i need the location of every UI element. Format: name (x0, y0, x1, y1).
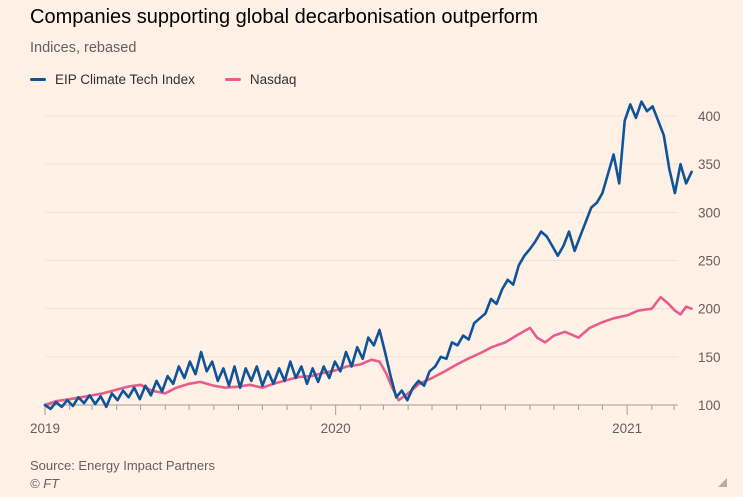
chart-legend: EIP Climate Tech Index Nasdaq (30, 72, 326, 87)
legend-swatch-eip (30, 78, 46, 81)
ft-credit: © FT (30, 476, 60, 491)
series-line-nasdaq (43, 295, 693, 407)
legend-swatch-nasdaq (224, 78, 241, 81)
chart-subtitle: Indices, rebased (30, 40, 137, 56)
y-tick-label-150: 150 (698, 350, 721, 365)
legend-label-nasdaq: Nasdaq (249, 72, 297, 87)
y-tick-label-200: 200 (698, 302, 721, 317)
x-tick-label-2021: 2021 (612, 421, 642, 436)
y-tick-label-250: 250 (698, 254, 721, 269)
legend-item-nasdaq: Nasdaq (224, 72, 297, 87)
gridlines (45, 115, 678, 406)
y-tick-label-350: 350 (698, 157, 721, 172)
y-tick-label-300: 300 (698, 205, 721, 220)
series-lines (43, 100, 693, 411)
x-tick-label-2020: 2020 (321, 421, 351, 436)
y-tick-label-400: 400 (698, 109, 721, 124)
legend-label-eip: EIP Climate Tech Index (55, 72, 195, 87)
axis-ticks: 100 150 200 250 300 350 400 2019 2020 2021 (30, 109, 721, 436)
y-tick-label-100: 100 (698, 398, 721, 413)
series-line-eip-climate-tech (43, 100, 693, 411)
x-tick-label-2019: 2019 (30, 421, 60, 436)
source-note: Source: Energy Impact Partners (30, 458, 215, 473)
corner-triangle-icon (718, 478, 727, 487)
chart-title: Companies supporting global decarbonisat… (30, 6, 539, 28)
legend-item-eip: EIP Climate Tech Index (30, 72, 195, 87)
